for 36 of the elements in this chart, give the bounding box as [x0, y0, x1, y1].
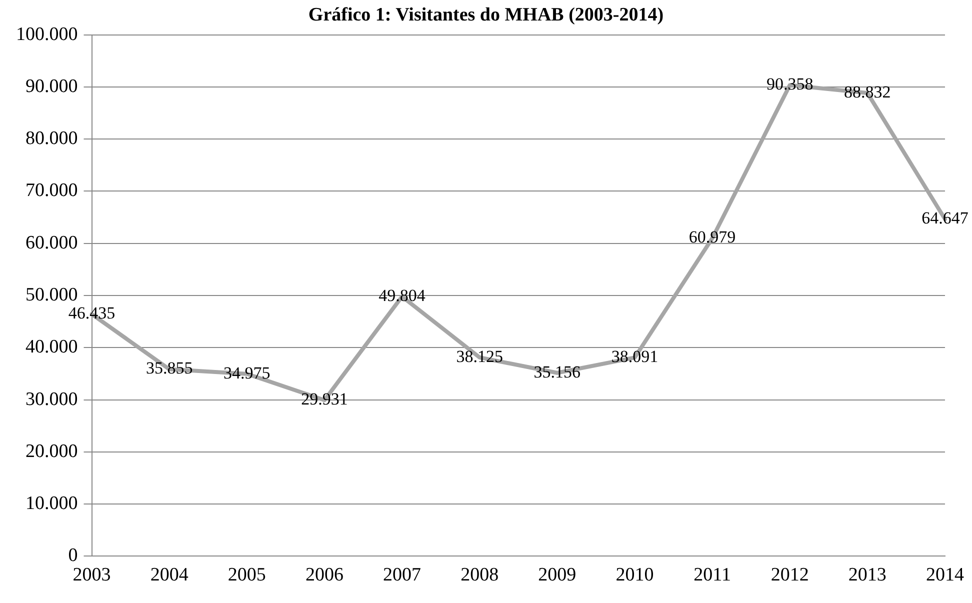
x-tick-label: 2009 [538, 564, 576, 586]
data-label: 49.804 [378, 286, 426, 305]
x-tick-label: 2010 [616, 564, 654, 586]
data-label: 88.832 [844, 82, 891, 102]
y-tick-label: 70.000 [26, 180, 78, 202]
y-tick-label: 90.000 [26, 76, 78, 97]
data-label: 90.358 [766, 74, 814, 94]
x-tick-label: 2006 [305, 564, 344, 586]
y-tick-label: 30.000 [26, 388, 78, 410]
data-label: 35.855 [146, 358, 193, 378]
chart-title: Gráfico 1: Visitantes do MHAB (2003-2014) [308, 4, 664, 26]
x-tick-label: 2011 [694, 564, 731, 586]
data-label: 38.125 [456, 346, 503, 366]
x-tick-label: 2005 [228, 564, 266, 586]
x-tick-label: 2003 [72, 564, 111, 586]
data-label: 34.975 [224, 363, 270, 382]
x-tick-label: 2004 [150, 564, 189, 586]
data-label: 60.979 [688, 228, 736, 247]
data-label: 64.647 [922, 208, 969, 228]
y-tick-label: 50.000 [26, 284, 78, 306]
x-tick-label: 2014 [926, 564, 964, 586]
data-label: 35.156 [534, 362, 581, 382]
x-tick-label: 2007 [383, 564, 422, 586]
data-label: 46.435 [68, 304, 116, 323]
y-tick-label: 60.000 [26, 232, 78, 254]
y-tick-label: 20.000 [26, 440, 78, 462]
x-tick-label: 2013 [848, 564, 886, 586]
x-tick-label: 2008 [460, 564, 499, 586]
y-tick-label: 0 [68, 545, 78, 566]
y-tick-label: 80.000 [26, 128, 78, 150]
y-tick-label: 40.000 [26, 336, 78, 358]
data-label: 38.091 [611, 347, 658, 366]
data-label: 29.931 [301, 390, 348, 409]
y-tick-label: 10.000 [26, 493, 78, 514]
y-tick-label: 100.000 [16, 24, 78, 45]
x-tick-label: 2012 [770, 564, 809, 586]
